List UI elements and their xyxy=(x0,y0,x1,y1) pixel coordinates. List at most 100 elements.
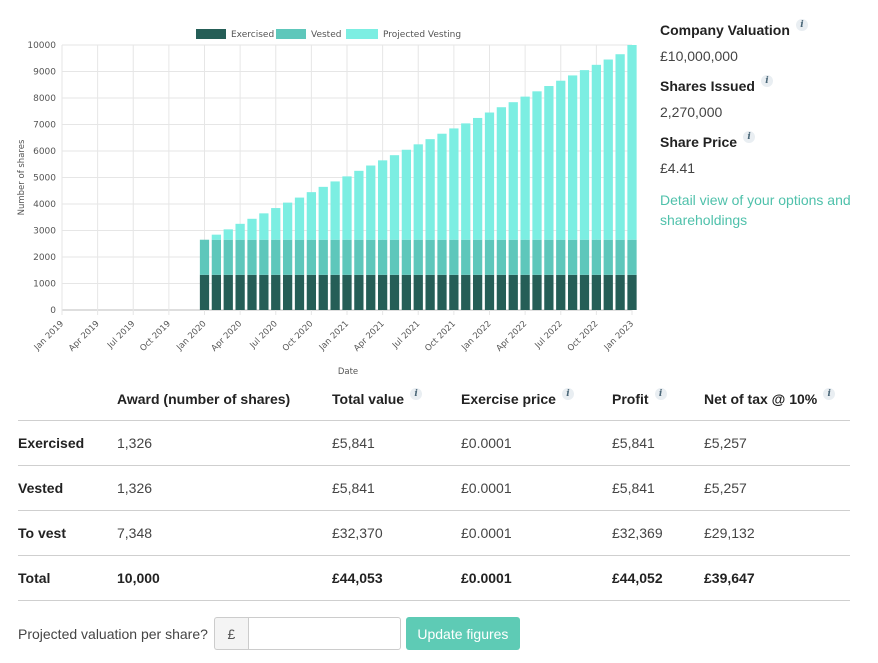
update-figures-button[interactable]: Update figures xyxy=(405,617,520,650)
legend-swatch xyxy=(276,29,306,39)
bar-projected-vesting xyxy=(211,234,222,240)
cell-award: 10,000 xyxy=(117,555,332,601)
bar-exercised xyxy=(306,274,317,310)
bar-exercised xyxy=(366,274,376,310)
legend-label: Vested xyxy=(311,30,341,40)
bar-exercised xyxy=(508,274,518,310)
company-valuation-info-icon[interactable]: i xyxy=(795,19,808,31)
bar-projected-vesting xyxy=(366,165,376,240)
bar-vested xyxy=(484,239,495,275)
y-tick-label: 2000 xyxy=(33,253,56,263)
x-tick-label: Apr 2021 xyxy=(352,319,387,354)
bar-exercised xyxy=(259,274,269,310)
bar-projected-vesting xyxy=(461,123,471,240)
bar-vested xyxy=(282,239,293,275)
header-exercise-price: Exercise price i xyxy=(461,378,612,421)
share-price-value: £4.41 xyxy=(660,160,696,176)
cell-net-of-tax: £29,132 xyxy=(704,510,850,556)
shares-issued-info-icon[interactable]: i xyxy=(760,75,773,87)
exercise-price-info-icon[interactable]: i xyxy=(561,387,574,400)
bar-exercised xyxy=(271,274,281,310)
bar-vested xyxy=(389,239,400,275)
detail-view-link[interactable]: Detail view of your options and sharehol… xyxy=(660,192,851,228)
bar-projected-vesting xyxy=(496,107,507,240)
header-profit: Profit i xyxy=(612,378,704,421)
bar-projected-vesting xyxy=(401,149,412,240)
projected-valuation-input[interactable] xyxy=(247,617,401,650)
bar-projected-vesting xyxy=(520,96,530,240)
bar-exercised xyxy=(282,274,293,310)
bar-vested xyxy=(591,239,602,275)
bar-vested xyxy=(627,239,637,275)
x-tick-label: Jan 2021 xyxy=(317,319,351,353)
bar-exercised xyxy=(496,274,507,310)
bar-projected-vesting xyxy=(615,54,625,240)
bar-vested xyxy=(366,239,376,275)
cell-total-value: £5,841 xyxy=(332,465,461,511)
cell-exercise-price: £0.0001 xyxy=(461,420,612,466)
bar-projected-vesting xyxy=(449,128,459,240)
bar-exercised xyxy=(449,274,459,310)
bar-projected-vesting xyxy=(425,139,435,240)
net-of-tax-info-icon[interactable]: i xyxy=(823,387,836,400)
x-tick-label: Jul 2020 xyxy=(248,319,280,351)
bar-exercised xyxy=(484,274,495,310)
cell-net-of-tax: £5,257 xyxy=(704,420,850,466)
bar-vested xyxy=(318,239,328,275)
bar-exercised xyxy=(354,274,364,310)
row-label: Total xyxy=(18,555,117,601)
x-tick-label: Oct 2020 xyxy=(281,319,316,354)
bar-vested xyxy=(579,239,590,275)
cell-award: 1,326 xyxy=(117,465,332,511)
bar-exercised xyxy=(627,274,637,310)
cell-award: 1,326 xyxy=(117,420,332,466)
bar-exercised xyxy=(235,274,245,310)
cell-award: 7,348 xyxy=(117,510,332,556)
bar-vested xyxy=(520,239,530,275)
bar-projected-vesting xyxy=(603,59,613,240)
bar-exercised xyxy=(567,274,578,310)
bar-vested xyxy=(425,239,435,275)
bar-exercised xyxy=(330,274,340,310)
bar-vested xyxy=(508,239,518,275)
profit-info-icon[interactable]: i xyxy=(654,387,667,400)
table-row-total: Total 10,000 £44,053 £0.0001 £44,052 £39… xyxy=(18,555,850,601)
bar-projected-vesting xyxy=(235,223,245,240)
bar-exercised xyxy=(247,274,257,310)
bar-projected-vesting xyxy=(247,218,257,240)
company-valuation-label: Company Valuation i xyxy=(660,19,870,38)
y-axis-title: Number of shares xyxy=(17,139,27,215)
bar-projected-vesting xyxy=(591,64,602,240)
bar-projected-vesting xyxy=(472,117,483,240)
header-award: Award (number of shares) xyxy=(117,378,332,421)
bar-vested xyxy=(544,239,554,275)
vesting-chart: 0 1000 2000 3000 4000 5000 6000 7000 8000 9000 100… xyxy=(17,29,637,377)
y-tick-label: 10000 xyxy=(27,41,56,51)
bar-vested xyxy=(437,239,447,275)
bar-projected-vesting xyxy=(294,197,305,240)
y-tick-label: 4000 xyxy=(33,200,56,210)
bar-projected-vesting xyxy=(567,75,578,240)
bar-projected-vesting xyxy=(413,144,423,240)
total-value-info-icon[interactable]: i xyxy=(410,387,423,400)
bar-projected-vesting xyxy=(437,133,447,240)
x-tick-label: Jul 2022 xyxy=(533,319,565,351)
bar-exercised xyxy=(389,274,400,310)
bar-exercised xyxy=(591,274,602,310)
bar-exercised xyxy=(437,274,447,310)
bar-vested xyxy=(247,239,257,275)
bar-vested xyxy=(615,239,625,275)
cell-exercise-price: £0.0001 xyxy=(461,465,612,511)
share-price-info-icon[interactable]: i xyxy=(743,131,756,143)
bar-exercised xyxy=(342,274,352,310)
bar-vested xyxy=(461,239,471,275)
bar-vested xyxy=(211,239,222,275)
bar-vested xyxy=(306,239,317,275)
y-tick-label: 0 xyxy=(50,306,56,316)
bar-projected-vesting xyxy=(544,86,554,240)
cell-net-of-tax: £39,647 xyxy=(704,555,850,601)
row-label: Exercised xyxy=(18,420,117,466)
bar-exercised xyxy=(318,274,328,310)
bar-vested xyxy=(377,239,388,275)
x-tick-label: Jan 2023 xyxy=(602,319,636,353)
